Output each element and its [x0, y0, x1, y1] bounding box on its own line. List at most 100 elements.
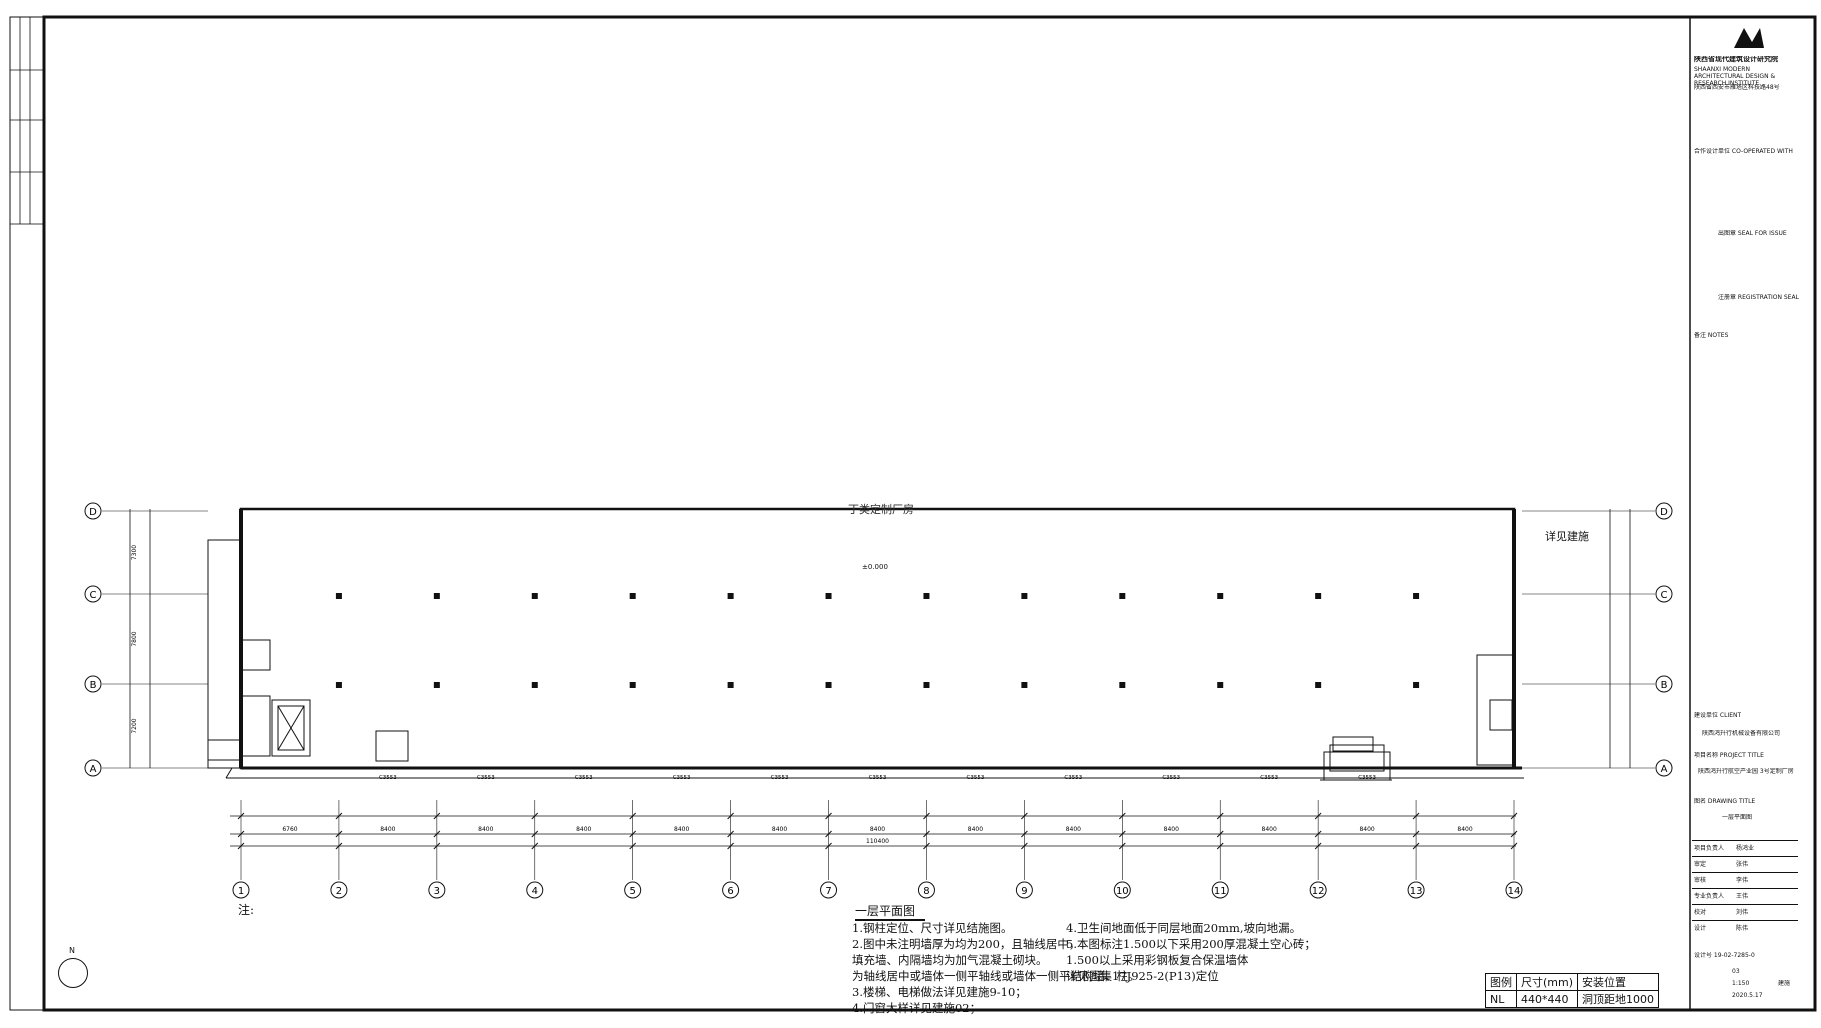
binding-strip — [9, 16, 45, 225]
column-axis-label: 1 — [238, 886, 244, 897]
dim-tick — [629, 830, 637, 838]
window-code: C3553 — [575, 775, 593, 781]
sign-row: 项目负责人 杨鸿业 — [1692, 840, 1798, 857]
window-code: C3553 — [379, 775, 397, 781]
row-dimension: 7300 — [131, 545, 138, 560]
inner-frame — [42, 15, 1817, 1012]
legend-type: NL — [1485, 990, 1517, 1008]
steel-column — [1021, 682, 1028, 688]
row-axis-bubble — [1655, 502, 1673, 520]
steel-column — [433, 682, 440, 688]
steel-column — [1217, 593, 1224, 599]
dim-tick — [531, 830, 539, 838]
project-name: 陕西鸿升行航空产业园 3号定制厂房 — [1698, 768, 1794, 775]
column-axis-label: 6 — [727, 886, 733, 897]
steel-column — [1413, 593, 1420, 599]
sign-row: 设计 陈伟 — [1692, 920, 1798, 937]
institute-name-cn: 陕西省现代建筑设计研究院 — [1694, 56, 1778, 63]
dim-tick — [237, 830, 245, 838]
column-grid: 1 2 3 4 5 6 7 8 9 10 11 12 13 14 — [232, 593, 1523, 899]
bay-dimension: 8400 — [968, 826, 983, 833]
sign-row: 审定 张伟 — [1692, 856, 1798, 873]
sign-name: 陈伟 — [1736, 925, 1749, 932]
scale: 1:150 — [1732, 980, 1750, 987]
bay-dimension: 8400 — [1066, 826, 1081, 833]
sign-role: 审定 — [1694, 861, 1707, 868]
row-axis-bubble — [84, 759, 102, 777]
window-code: C3553 — [1358, 775, 1376, 781]
total-dimension: 110400 — [866, 838, 889, 845]
window-code: C3553 — [1260, 775, 1278, 781]
notes-column-2: 4.卫生间地面低于同层地面20mm,坡向地漏。 5.本图标注1.500以下采用20… — [1066, 920, 1386, 984]
steel-column — [825, 593, 832, 599]
dim-tick — [923, 812, 930, 820]
institute-name-en: SHAANXI MODERN ARCHITECTURAL DESIGN & RE… — [1694, 66, 1776, 87]
dim-tick — [1216, 812, 1224, 820]
row-axis-bubble — [84, 502, 102, 520]
steel-column — [335, 682, 342, 688]
column-axis-bubble — [526, 881, 544, 899]
client-label: 建设单位 CLIENT — [1694, 712, 1742, 719]
row-axis-bubble — [1655, 675, 1673, 693]
bay-dimension: 8400 — [1164, 826, 1179, 833]
column-axis-bubble — [820, 881, 838, 899]
dim-tick — [1412, 812, 1420, 820]
bay-dimension: 8400 — [870, 826, 885, 833]
column-axis-bubble — [1015, 881, 1033, 899]
column-axis-bubble — [1505, 881, 1523, 899]
client-name: 陕西鸿升行机械设备有限公司 — [1702, 730, 1781, 737]
note-line: 4.卫生间地面低于同层地面20mm,坡向地漏。 — [1066, 921, 1302, 935]
row-dimension: 7200 — [131, 718, 138, 733]
dim-tick — [1216, 830, 1224, 838]
dim-tick — [335, 812, 343, 820]
steel-column — [1119, 682, 1126, 688]
steel-column — [727, 682, 734, 688]
sign-role: 专业负责人 — [1694, 893, 1725, 900]
steel-column — [433, 593, 440, 599]
note-line: 5.本图标注1.500以下采用200厚混凝土空心砖； — [1066, 937, 1316, 951]
dim-tick — [1314, 842, 1322, 850]
legend-table: 图例 尺寸(mm) 安装位置 NL 440*440 洞顶距地1000 — [1485, 973, 1660, 1008]
note-line: 填充墙、内隔墙均为加气混凝土砌块。 — [852, 953, 1048, 967]
right-core — [1320, 654, 1515, 781]
column-axis-label: 5 — [630, 886, 636, 897]
window-code: C3553 — [477, 775, 495, 781]
detail-reference: 详见建施 — [1545, 530, 1589, 543]
legend-size: 440*440 — [1515, 990, 1579, 1008]
dim-tick — [1118, 812, 1126, 820]
sign-row: 审核 李伟 — [1692, 872, 1798, 889]
dimension-ticks: 6760 8400 8400 8400 8400 8400 8400 8400 8400 8400… — [131, 545, 1518, 850]
column-axis-label: 9 — [1021, 886, 1027, 897]
column-axis-bubble — [428, 881, 446, 899]
dim-tick — [1510, 830, 1518, 838]
row-axis-bubble — [1655, 585, 1673, 603]
steel-column — [923, 593, 930, 599]
note-line: 为轴线居中或墙体一侧平轴线或墙体一侧平结构墙、柱。 — [852, 969, 1140, 983]
dim-tick — [923, 830, 930, 838]
steel-column — [727, 593, 734, 599]
bay-dimension: 8400 — [478, 826, 493, 833]
sign-row: 专业负责人 王伟 — [1692, 888, 1798, 905]
column-axis-label: 7 — [825, 886, 831, 897]
column-axis-label: 12 — [1312, 886, 1325, 897]
column-axis-label: 3 — [434, 886, 440, 897]
steel-column — [1413, 682, 1420, 688]
steel-column — [531, 593, 538, 599]
row-axis-bubble — [1655, 759, 1673, 777]
column-axis-bubble — [1407, 881, 1425, 899]
dim-tick — [1412, 830, 1420, 838]
window-code: C3553 — [771, 775, 789, 781]
sign-name: 王伟 — [1736, 893, 1749, 900]
dim-tick — [433, 812, 441, 820]
sign-name: 李伟 — [1736, 877, 1749, 884]
legend-header-type: 图例 — [1485, 973, 1517, 991]
column-axis-label: 13 — [1410, 886, 1423, 897]
bay-dimension: 8400 — [380, 826, 395, 833]
window-code: C3553 — [869, 775, 887, 781]
row-axis-label: D — [1660, 507, 1668, 518]
dim-tick — [1118, 842, 1126, 850]
date: 2020.5.17 — [1732, 992, 1763, 999]
dim-tick — [825, 830, 832, 838]
bay-dimension: 8400 — [674, 826, 689, 833]
legend-position: 洞顶距地1000 — [1577, 990, 1660, 1008]
